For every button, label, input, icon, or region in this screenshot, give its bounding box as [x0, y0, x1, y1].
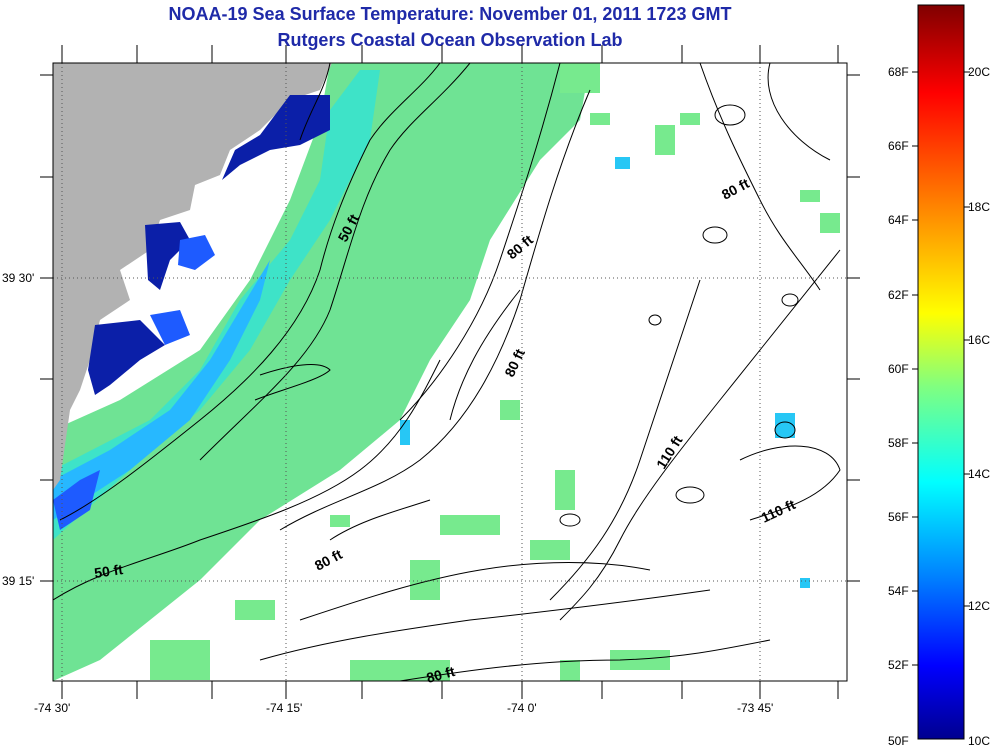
land-mass [53, 63, 332, 490]
map-ticks [40, 45, 860, 699]
colorbar-f-label: 56F [888, 510, 909, 524]
colorbar-c-label: 10C [968, 734, 991, 748]
colorbar-c-label: 18C [968, 200, 991, 214]
x-tick-label: -73 45' [737, 701, 774, 715]
contour-label: 80 ft [425, 663, 457, 686]
x-tick-label: -74 0' [507, 701, 537, 715]
colorbar-c-label: 20C [968, 65, 991, 79]
colorbar-f-label: 58F [888, 436, 909, 450]
map-grid [53, 63, 847, 681]
colorbar-f-label: 54F [888, 584, 909, 598]
y-tick-label: 39 15' [2, 574, 35, 588]
colorbar-f-label: 52F [888, 658, 909, 672]
colorbar-f-label: 66F [888, 139, 909, 153]
colorbar-f-label: 64F [888, 213, 909, 227]
chart-subtitle: Rutgers Coastal Ocean Observation Lab [277, 30, 623, 50]
colorbar-ticks [912, 71, 970, 666]
colorbar-c-label: 16C [968, 333, 991, 347]
y-tick-label: 39 30' [2, 271, 35, 285]
sst-field-green [53, 63, 590, 681]
sst-scattered-pixels [150, 63, 840, 681]
colorbar-f-label: 62F [888, 288, 909, 302]
sst-cold-patches [88, 95, 330, 395]
colorbar-c-label: 12C [968, 599, 991, 613]
chart-title: NOAA-19 Sea Surface Temperature: Novembe… [168, 4, 732, 24]
map-border [52, 62, 848, 682]
colorbar-f-label: 68F [888, 65, 909, 79]
x-tick-label: -74 15' [266, 701, 303, 715]
colorbar-f-label: 60F [888, 362, 909, 376]
depth-contours [53, 63, 841, 681]
x-tick-label: -74 30' [34, 701, 71, 715]
colorbar [917, 4, 965, 740]
contour-label: 50 ft [93, 561, 124, 581]
colorbar-f-label: 50F [888, 734, 909, 748]
sst-field-lightblue [53, 260, 270, 520]
colorbar-c-label: 14C [968, 467, 991, 481]
